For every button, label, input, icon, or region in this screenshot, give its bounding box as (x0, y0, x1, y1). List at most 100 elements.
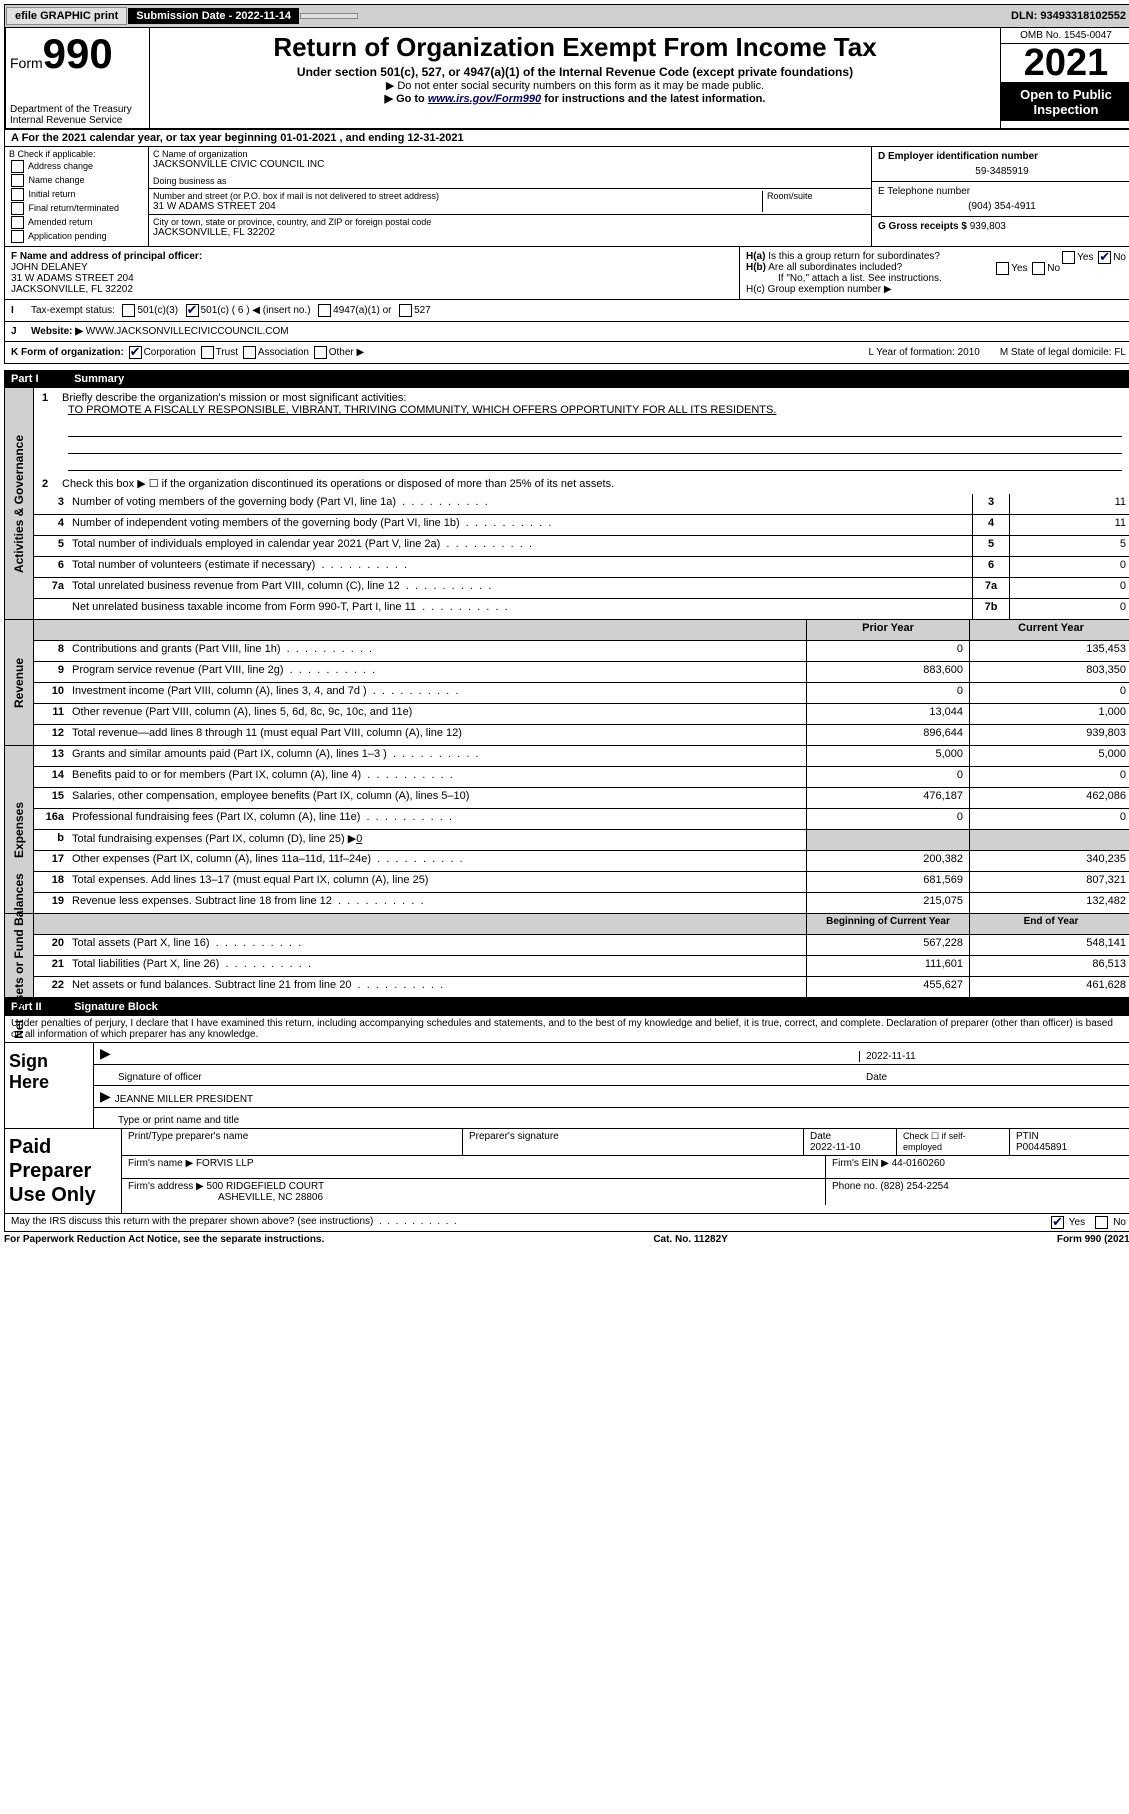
chk-initial-return[interactable]: Initial return (9, 188, 144, 201)
header-right: OMB No. 1545-0047 2021 Open to Public In… (1000, 28, 1129, 128)
chk-amended-return[interactable]: Amended return (9, 216, 144, 229)
dba-label: Doing business as (153, 176, 867, 186)
ha-no[interactable]: No (1113, 252, 1126, 263)
line-7a: 7aTotal unrelated business revenue from … (34, 578, 1129, 599)
name-title-row: ▶ JEANNE MILLER PRESIDENT (94, 1086, 1129, 1108)
firm-ein: 44-0160260 (892, 1158, 945, 1169)
line-19: 19Revenue less expenses. Subtract line 1… (34, 893, 1129, 913)
sign-here-label: Sign Here (5, 1043, 94, 1128)
row-fh: F Name and address of principal officer:… (4, 247, 1129, 300)
sig-officer-label: Signature of officer (118, 1072, 860, 1083)
dropdown-blank[interactable] (300, 13, 358, 19)
chk-501c[interactable] (186, 304, 199, 317)
dept-treasury: Department of the Treasury (10, 104, 145, 115)
line-18: 18Total expenses. Add lines 13–17 (must … (34, 872, 1129, 893)
line-14: 14Benefits paid to or for members (Part … (34, 767, 1129, 788)
sign-here-block: Sign Here ▶ 2022-11-11 Signature of offi… (4, 1043, 1129, 1129)
discuss-yes-chk[interactable] (1051, 1216, 1064, 1229)
prep-hdr-row: Print/Type preparer's name Preparer's si… (122, 1129, 1129, 1156)
vlabel-revenue: Revenue (5, 620, 34, 745)
paid-preparer-label: Paid Preparer Use Only (5, 1129, 122, 1213)
expenses-block: Expenses 13Grants and similar amounts pa… (4, 746, 1129, 914)
line-5: 5Total number of individuals employed in… (34, 536, 1129, 557)
irs-link[interactable]: www.irs.gov/Form990 (428, 93, 541, 105)
form-note-2: ▶ Go to www.irs.gov/Form990 for instruct… (154, 92, 996, 105)
col-date: Date (810, 1131, 831, 1142)
paid-preparer-block: Paid Preparer Use Only Print/Type prepar… (4, 1129, 1129, 1214)
ein-label: D Employer identification number (878, 151, 1038, 162)
status-label: Tax-exempt status: (31, 305, 115, 316)
mission-text: TO PROMOTE A FISCALLY RESPONSIBLE, VIBRA… (68, 404, 776, 416)
chk-501c3[interactable] (122, 304, 135, 317)
chk-app-pending[interactable]: Application pending (9, 230, 144, 243)
chk-address-change[interactable]: Address change (9, 160, 144, 173)
form-title: Return of Organization Exempt From Incom… (154, 32, 996, 63)
line-13: 13Grants and similar amounts paid (Part … (34, 746, 1129, 767)
line-3: 3Number of voting members of the governi… (34, 494, 1129, 515)
city-row: City or town, state or province, country… (149, 215, 871, 240)
line-2: 2Check this box ▶ ☐ if the organization … (34, 473, 1129, 494)
officer-name: JOHN DELANEY (11, 262, 88, 273)
hb-yes[interactable]: Yes (1011, 263, 1027, 274)
irs-label: Internal Revenue Service (10, 115, 145, 126)
revenue-block: Revenue Prior Year Current Year 8Contrib… (4, 620, 1129, 746)
discuss-no-chk[interactable] (1095, 1216, 1108, 1229)
hb-no[interactable]: No (1047, 263, 1060, 274)
chk-trust[interactable] (201, 346, 214, 359)
line-20: 20Total assets (Part X, line 16)567,2285… (34, 935, 1129, 956)
tax-exempt-row: I Tax-exempt status: 501(c)(3) 501(c) ( … (4, 300, 1129, 322)
col-self-employed[interactable]: Check ☐ if self-employed (897, 1129, 1010, 1155)
phone-val: (828) 254-2254 (880, 1181, 948, 1192)
ha-yes[interactable]: Yes (1077, 252, 1093, 263)
principal-officer: F Name and address of principal officer:… (5, 247, 740, 299)
website-val[interactable]: WWW.JACKSONVILLECIVICCOUNCIL.COM (86, 326, 289, 337)
chk-527[interactable] (399, 304, 412, 317)
vlabel-governance: Activities & Governance (5, 388, 34, 619)
website-label: Website: ▶ (31, 326, 83, 337)
chk-4947[interactable] (318, 304, 331, 317)
goto-post: for instructions and the latest informat… (541, 93, 765, 105)
discuss-row: May the IRS discuss this return with the… (4, 1214, 1129, 1232)
city-val: JACKSONVILLE, FL 32202 (153, 227, 867, 238)
addr-row: Number and street (or P.O. box if mail i… (149, 189, 871, 215)
chk-corp[interactable] (129, 346, 142, 359)
part1-title: Summary (74, 373, 124, 385)
open-public: Open to Public Inspection (1001, 83, 1129, 121)
name-title-label: Type or print name and title (118, 1115, 239, 1126)
room-label: Room/suite (762, 191, 867, 212)
colb-header: B Check if applicable: (9, 149, 144, 159)
line-1: 1Briefly describe the organization's mis… (34, 388, 1129, 420)
form-number: 990 (43, 30, 113, 77)
date-label: Date (860, 1072, 1126, 1083)
chk-final-return[interactable]: Final return/terminated (9, 202, 144, 215)
chk-other[interactable] (314, 346, 327, 359)
street-addr: 31 W ADAMS STREET 204 (153, 201, 762, 212)
col-b: B Check if applicable: Address change Na… (5, 147, 149, 246)
blank-uline-1 (68, 422, 1122, 437)
goto-pre: ▶ Go to (385, 93, 428, 105)
line-8: 8Contributions and grants (Part VIII, li… (34, 641, 1129, 662)
part1-header: Part I Summary (4, 370, 1129, 388)
line-10: 10Investment income (Part VIII, column (… (34, 683, 1129, 704)
perjury-declaration: Under penalties of perjury, I declare th… (4, 1016, 1129, 1043)
arrow-icon-2: ▶ (100, 1088, 111, 1105)
line-4: 4Number of independent voting members of… (34, 515, 1129, 536)
discuss-text: May the IRS discuss this return with the… (11, 1216, 457, 1229)
col-ptin: PTIN (1016, 1131, 1039, 1142)
org-name: JACKSONVILLE CIVIC COUNCIL INC (153, 159, 867, 170)
efile-print-button[interactable]: efile GRAPHIC print (6, 7, 127, 25)
line-17: 17Other expenses (Part IX, column (A), l… (34, 851, 1129, 872)
line-6: 6Total number of volunteers (estimate if… (34, 557, 1129, 578)
discuss-no: No (1113, 1217, 1126, 1228)
col-sig: Preparer's signature (463, 1129, 804, 1155)
header-left: Form990 Department of the Treasury Inter… (6, 28, 150, 128)
line-12: 12Total revenue—add lines 8 through 11 (… (34, 725, 1129, 745)
blank-uline-2 (68, 439, 1122, 454)
chk-name-change[interactable]: Name change (9, 174, 144, 187)
officer-label: F Name and address of principal officer: (11, 251, 202, 262)
firm-ein-label: Firm's EIN ▶ (832, 1158, 889, 1169)
form-ref: Form 990 (2021) (1057, 1234, 1129, 1245)
sig-date: 2022-11-11 (859, 1051, 1126, 1062)
vlabel-netassets: Net Assets or Fund Balances (5, 914, 34, 997)
chk-assoc[interactable] (243, 346, 256, 359)
